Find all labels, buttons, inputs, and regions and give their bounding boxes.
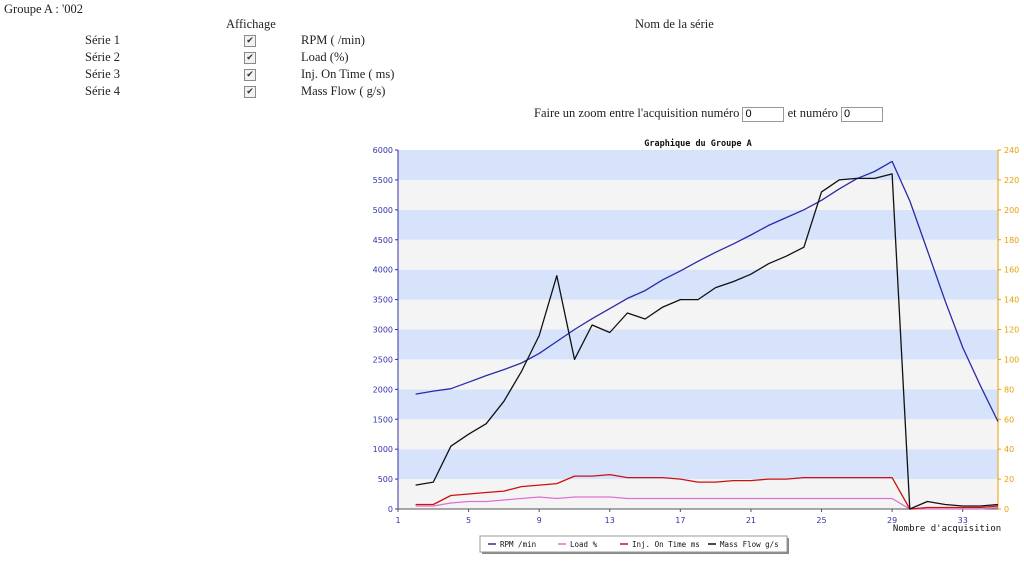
legend-box	[479, 535, 788, 553]
series-name: Inj. On Time ( ms)	[301, 67, 395, 81]
series-line-3	[415, 473, 999, 510]
zoom-label-to: et numéro	[787, 106, 838, 120]
series-row-2: Série 2 ✔ Load (%)	[0, 50, 500, 66]
zoom-label-from: Faire un zoom entre l'acquisition numéro	[534, 106, 740, 120]
column-header-display: Affichage	[226, 17, 276, 31]
y-right-tick-label: 100	[1004, 355, 1019, 364]
y-left-tick-label: 3500	[373, 296, 393, 305]
grid-band	[398, 419, 998, 450]
grid-band	[398, 389, 998, 420]
grid-band	[398, 299, 998, 330]
series-row-4: Série 4 ✔ Mass Flow ( g/s)	[0, 84, 500, 100]
grid-band	[398, 329, 998, 360]
series-label: Série 1	[85, 33, 121, 47]
zoom-row: Faire un zoom entre l'acquisition numéro…	[534, 106, 884, 122]
x-tick-label: 1	[395, 516, 400, 525]
y-left-tick-label: 6000	[373, 146, 393, 155]
grid-band	[398, 150, 998, 180]
y-left-tick-label: 2000	[373, 385, 393, 394]
series-line-2	[415, 496, 999, 510]
x-tick-label: 33	[958, 516, 968, 525]
series-1-checkbox[interactable]: ✔	[244, 35, 256, 47]
y-left-tick-label: 1000	[373, 445, 393, 454]
y-right-tick-label: 120	[1004, 326, 1019, 335]
x-axis-label: Nombre d'acquisition	[893, 524, 1001, 534]
grid-band	[398, 239, 998, 270]
x-tick-label: 25	[816, 516, 826, 525]
y-left-tick-label: 4000	[373, 266, 393, 275]
grid-band	[398, 449, 998, 480]
x-tick-label: 9	[537, 516, 542, 525]
y-right-tick-label: 140	[1004, 296, 1019, 305]
y-left-tick-label: 5500	[373, 176, 393, 185]
series-name: RPM ( /min)	[301, 33, 365, 47]
legend-item-label: Load %	[570, 540, 598, 549]
y-left-tick-label: 0	[388, 505, 393, 514]
y-right-tick-label: 240	[1004, 146, 1019, 155]
legend-item-label: Inj. On Time ms	[632, 540, 700, 549]
y-left-tick-label: 4500	[373, 236, 393, 245]
y-right-tick-label: 180	[1004, 236, 1019, 245]
series-line-1	[415, 160, 999, 422]
series-row-3: Série 3 ✔ Inj. On Time ( ms)	[0, 67, 500, 83]
x-tick-label: 13	[605, 516, 615, 525]
grid-band	[398, 179, 998, 210]
y-left-tick-label: 5000	[373, 206, 393, 215]
series-label: Série 3	[85, 67, 121, 81]
series-name: Load (%)	[301, 50, 349, 64]
legend-item-label: Mass Flow g/s	[720, 540, 779, 549]
series-name: Mass Flow ( g/s)	[301, 84, 386, 98]
x-tick-label: 21	[746, 516, 756, 525]
series-row-1: Série 1 ✔ RPM ( /min)	[0, 33, 500, 49]
series-3-checkbox[interactable]: ✔	[244, 69, 256, 81]
legend-item-label: RPM /min	[500, 540, 536, 549]
grid-band	[398, 209, 998, 240]
y-right-tick-label: 160	[1004, 266, 1019, 275]
group-title: Groupe A : '002	[4, 2, 83, 16]
series-label: Série 4	[85, 84, 121, 98]
x-tick-label: 17	[675, 516, 685, 525]
y-left-tick-label: 2500	[373, 355, 393, 364]
y-left-tick-label: 3000	[373, 326, 393, 335]
y-right-tick-label: 60	[1004, 415, 1014, 424]
grid-band	[398, 359, 998, 390]
y-right-tick-label: 20	[1004, 475, 1014, 484]
grid-band	[398, 269, 998, 300]
series-label: Série 2	[85, 50, 121, 64]
chart-title: Graphique du Groupe A	[644, 138, 751, 149]
line-chart: 0500100015002000250030003500400045005000…	[373, 138, 1019, 554]
x-tick-label: 29	[887, 516, 897, 525]
y-right-tick-label: 40	[1004, 445, 1014, 454]
column-header-series-name: Nom de la série	[635, 17, 714, 31]
y-right-tick-label: 0	[1004, 505, 1009, 514]
series-4-checkbox[interactable]: ✔	[244, 86, 256, 98]
series-2-checkbox[interactable]: ✔	[244, 52, 256, 64]
y-left-tick-label: 500	[378, 475, 393, 484]
series-line-4	[415, 173, 999, 510]
y-left-tick-label: 1500	[373, 415, 393, 424]
zoom-to-input[interactable]	[841, 106, 884, 122]
grid-band	[398, 479, 998, 509]
y-right-tick-label: 200	[1004, 206, 1019, 215]
zoom-from-input[interactable]	[742, 106, 785, 122]
y-right-tick-label: 220	[1004, 176, 1019, 185]
x-tick-label: 5	[466, 516, 471, 525]
y-right-tick-label: 80	[1004, 385, 1014, 394]
